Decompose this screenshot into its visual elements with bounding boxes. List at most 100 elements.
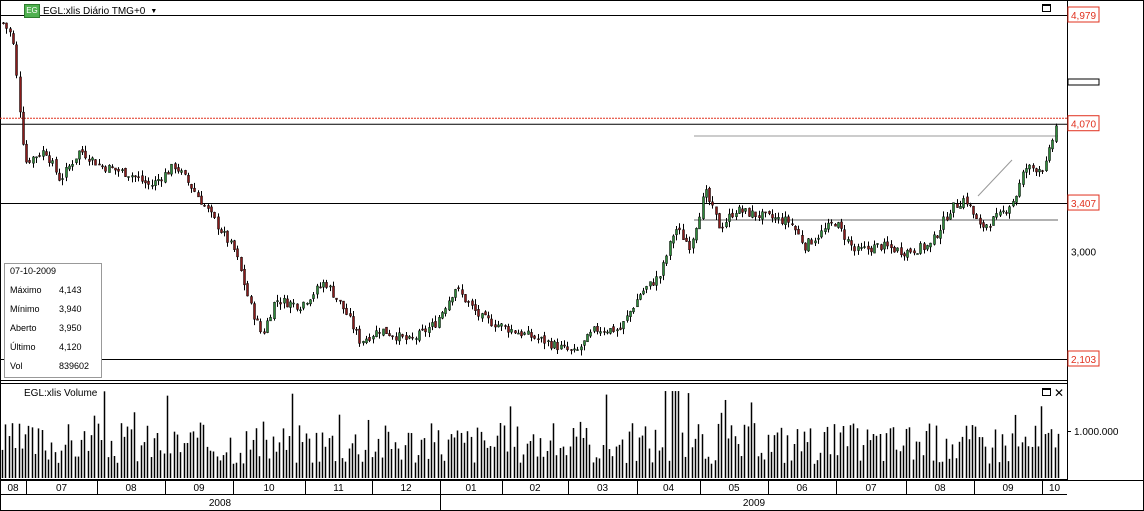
chart-header[interactable]: EG EGL:xlis Diário TMG+0 ▼ (24, 4, 157, 18)
candle-body (190, 184, 193, 189)
candle-body (698, 216, 701, 230)
info-value: 839602 (59, 361, 90, 371)
candle-body (718, 213, 721, 229)
candle-body (754, 211, 757, 217)
month-label: 01 (465, 483, 477, 494)
candle-body (589, 331, 592, 337)
candle-body (48, 155, 51, 163)
candle-body (1025, 168, 1028, 173)
candle-body (659, 276, 662, 279)
candle-body (810, 239, 813, 245)
candle-body (309, 299, 312, 305)
candle-body (665, 255, 668, 264)
candle-body (391, 335, 394, 338)
candle-body (985, 224, 988, 229)
candle-body (233, 240, 236, 250)
candle-body (741, 208, 744, 213)
candle-body (1028, 164, 1031, 170)
maximize-icon[interactable] (1042, 4, 1051, 12)
candle-body (843, 229, 846, 240)
candle-body (342, 300, 345, 310)
candle-body (421, 328, 424, 331)
candle-body (131, 175, 134, 178)
candle-body (434, 321, 437, 328)
candle-body (81, 149, 84, 153)
candle-body (946, 216, 949, 221)
close-icon[interactable]: ✕ (1054, 386, 1065, 400)
candle-body (936, 235, 939, 238)
candle-body (1055, 125, 1058, 142)
price-axis-label: 3,000 (1071, 248, 1096, 259)
candle-body (933, 234, 936, 245)
candle-body (38, 155, 41, 157)
candle-body (203, 204, 206, 207)
candle-body (22, 111, 25, 145)
price-axis-label: 4,979 (1071, 11, 1096, 22)
candle-body (711, 201, 714, 206)
info-value: 4,120 (59, 342, 82, 352)
candle-body (652, 282, 655, 286)
candle-body (1045, 160, 1048, 171)
candle-body (243, 268, 246, 286)
candle-body (19, 76, 22, 113)
candle-body (626, 315, 629, 321)
candle-body (88, 158, 91, 162)
candle-body (428, 327, 431, 333)
candle-body (388, 333, 391, 336)
candle-body (415, 338, 418, 340)
candle-body (32, 156, 35, 164)
candle-body (662, 262, 665, 276)
candle-body (972, 205, 975, 215)
candle-body (45, 151, 48, 156)
candle-body (982, 222, 985, 228)
chevron-down-icon[interactable]: ▼ (150, 7, 158, 15)
candle-body (609, 328, 612, 334)
candle-body (771, 214, 774, 219)
candle-body (127, 176, 130, 178)
candle-body (151, 185, 154, 187)
candle-body (979, 217, 982, 225)
candle-body (896, 247, 899, 252)
candle-body (906, 250, 909, 258)
candle-body (873, 244, 876, 254)
candle-body (721, 226, 724, 229)
candle-body (514, 330, 517, 334)
candle-body (147, 180, 150, 185)
candle-body (768, 211, 771, 214)
info-box: 07-10-2009 Máximo 4,143 Mínimo 3,940 Abe… (4, 263, 102, 378)
candle-body (134, 175, 137, 178)
candle-body (959, 206, 962, 209)
candle-body (220, 229, 223, 233)
candle-body (1002, 210, 1005, 213)
candle-body (596, 326, 599, 332)
candle-body (167, 172, 170, 175)
candle-body (378, 332, 381, 334)
candle-body (325, 282, 328, 288)
candle-body (5, 22, 8, 29)
candle-body (345, 307, 348, 315)
candle-body (632, 307, 635, 313)
candle-body (857, 246, 860, 251)
candle-body (992, 216, 995, 226)
volume-maximize-icon[interactable] (1042, 388, 1051, 396)
candle-body (975, 214, 978, 220)
candle-body (104, 166, 107, 172)
candle-body (886, 241, 889, 247)
month-label: 04 (663, 483, 675, 494)
candle-body (230, 240, 233, 243)
candle-body (451, 297, 454, 303)
candle-body (645, 286, 648, 290)
candle-body (728, 213, 731, 222)
candle-body (636, 299, 639, 308)
candle-body (236, 248, 239, 258)
candle-body (78, 150, 81, 160)
info-value: 4,143 (59, 285, 82, 295)
candle-body (573, 348, 576, 351)
candle-body (418, 330, 421, 341)
candle-body (408, 336, 411, 339)
candle-body (863, 246, 866, 248)
candle-body (448, 300, 451, 311)
candle-body (547, 340, 550, 343)
candle-body (494, 324, 497, 328)
candlestick-series (2, 22, 1058, 356)
